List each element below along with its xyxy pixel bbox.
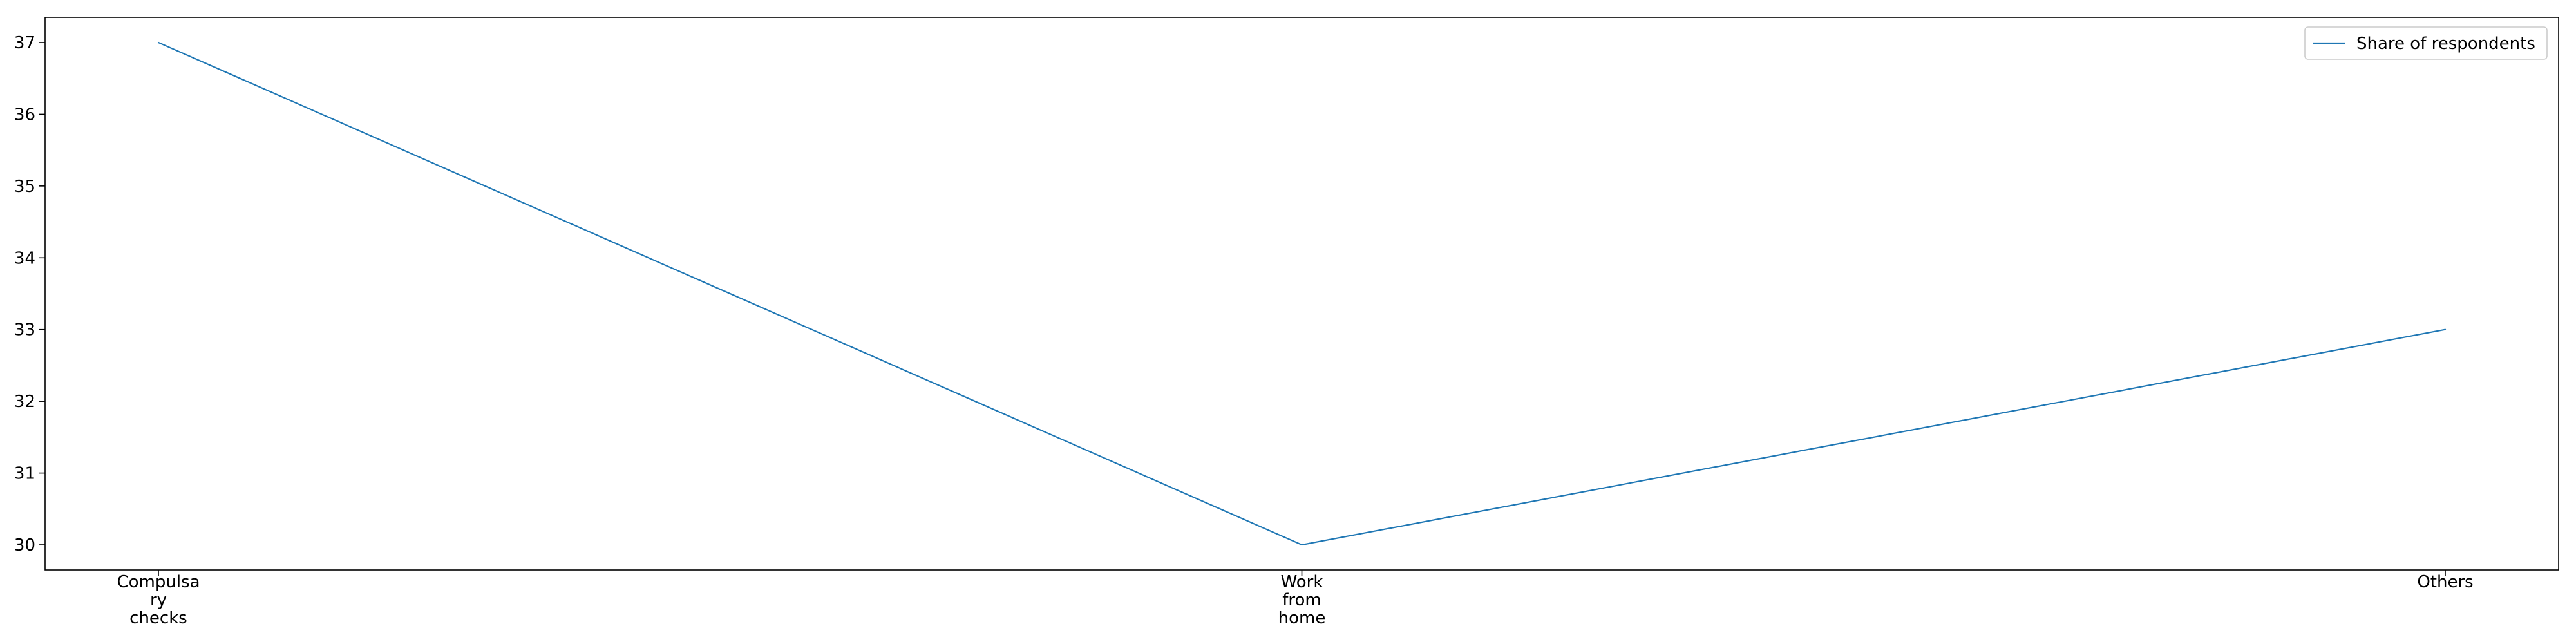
legend-box xyxy=(2304,26,2548,60)
y-axis-ticks: 30 31 32 33 34 35 36 37 xyxy=(14,33,45,555)
y-tick-label: 31 xyxy=(14,464,35,484)
y-tick-label: 32 xyxy=(14,392,35,412)
y-tick-label: 33 xyxy=(14,321,35,340)
y-tick-label: 36 xyxy=(14,105,35,124)
data-point xyxy=(2444,328,2447,330)
data-point xyxy=(1301,544,1303,546)
x-tick-label: Others xyxy=(2417,573,2473,592)
y-tick-label: 35 xyxy=(14,177,35,196)
y-tick-label: 37 xyxy=(14,33,35,53)
y-tick-label: 30 xyxy=(14,536,35,555)
plot-area-frame xyxy=(44,17,2559,571)
y-tick-label: 34 xyxy=(14,249,35,268)
x-tick-label: Work from home xyxy=(1278,573,1326,628)
legend-label-share-of-respondents: Share of respondents xyxy=(2356,34,2535,53)
x-axis-ticks: Compulsa ry checks Work from home Others xyxy=(117,570,2474,628)
series-lines xyxy=(157,41,2447,546)
data-point xyxy=(157,41,160,44)
x-tick-label: Compulsa ry checks xyxy=(117,573,200,628)
legend: Share of respondents xyxy=(2304,26,2548,60)
